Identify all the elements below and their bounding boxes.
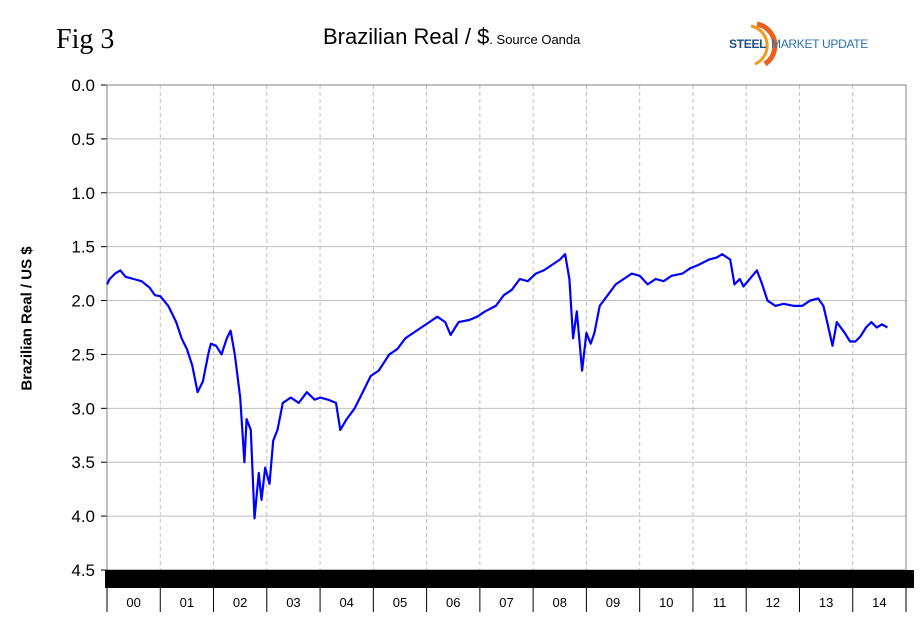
logo-text-steel: STEEL bbox=[729, 37, 767, 51]
x-tick-label: 11 bbox=[713, 595, 727, 610]
x-tick-label: 00 bbox=[126, 595, 140, 610]
x-tick-label: 01 bbox=[180, 595, 194, 610]
x-tick-label: 14 bbox=[872, 595, 886, 610]
x-tick-label: 06 bbox=[446, 595, 460, 610]
x-tick-label: 13 bbox=[819, 595, 833, 610]
x-tick-label: 07 bbox=[499, 595, 513, 610]
y-tick-label: 3.5 bbox=[71, 453, 95, 472]
plot-border bbox=[106, 84, 907, 571]
x-axis-band bbox=[105, 570, 914, 588]
y-tick-label: 2.5 bbox=[71, 345, 95, 364]
logo-text-market-update: MARKET UPDATE bbox=[771, 37, 869, 51]
x-tick-label: 12 bbox=[766, 595, 780, 610]
y-tick-label: 2.0 bbox=[71, 292, 95, 311]
chart-title: Brazilian Real / $. Source Oanda bbox=[323, 24, 580, 50]
x-tick-label: 04 bbox=[339, 595, 353, 610]
chart-subtitle: . Source Oanda bbox=[489, 32, 581, 47]
figure-label: Fig 3 bbox=[56, 24, 115, 55]
y-tick-label: 3.0 bbox=[71, 399, 95, 418]
y-tick-label: 0.0 bbox=[71, 76, 95, 95]
y-tick-label: 1.5 bbox=[71, 238, 95, 257]
logo-swoosh-icon bbox=[750, 21, 778, 67]
steel-market-update-logo: STEEL MARKET UPDATE bbox=[725, 20, 875, 70]
x-tick-label: 03 bbox=[286, 595, 300, 610]
x-tick-label: 10 bbox=[659, 595, 673, 610]
y-tick-label: 4.0 bbox=[71, 507, 95, 526]
y-tick-label: 4.5 bbox=[71, 561, 95, 580]
y-tick-label: 1.0 bbox=[71, 184, 95, 203]
x-tick-label: 08 bbox=[553, 595, 567, 610]
title-text: Brazilian Real / $ bbox=[323, 24, 490, 49]
x-tick-label: 09 bbox=[606, 595, 620, 610]
y-tick-label: 0.5 bbox=[71, 130, 95, 149]
x-tick-label: 05 bbox=[393, 595, 407, 610]
series-line bbox=[106, 253, 888, 520]
x-tick-label: 02 bbox=[233, 595, 247, 610]
